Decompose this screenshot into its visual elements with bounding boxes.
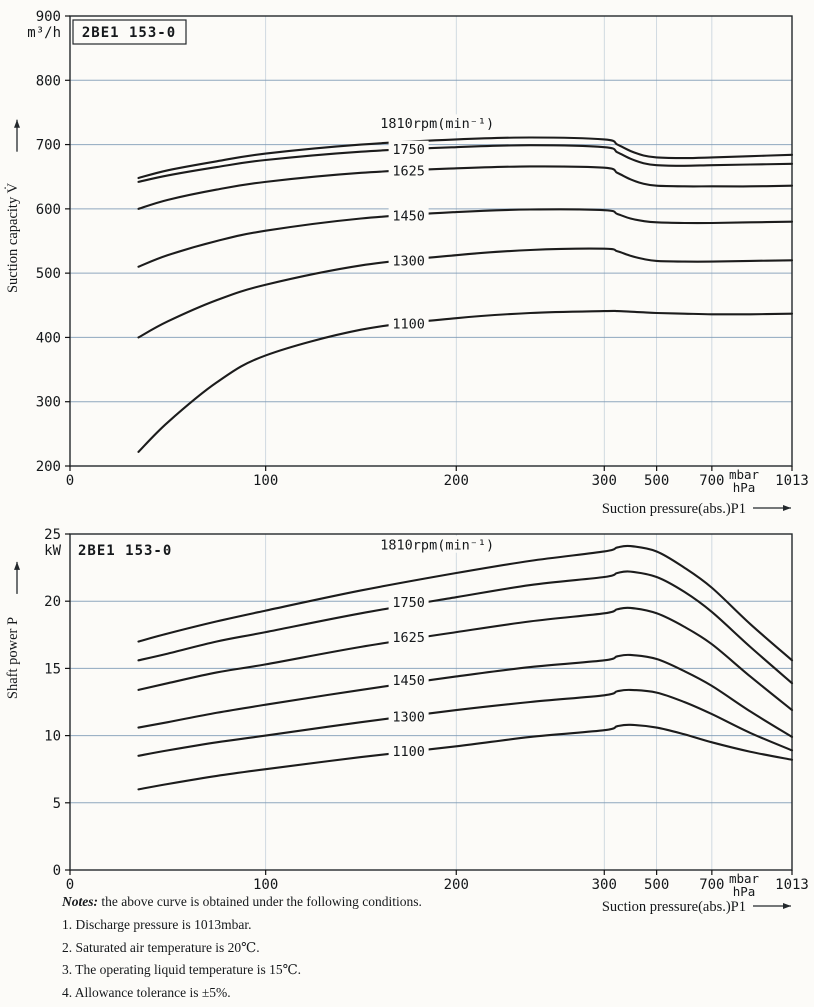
svg-text:20: 20	[44, 594, 61, 610]
svg-text:200: 200	[444, 473, 469, 489]
svg-text:hPa: hPa	[733, 480, 756, 495]
suction-capacity-chart: 0 100 200 300 500 700 1013 200 300 400 500 600 700 80…	[4, 9, 809, 517]
svg-text:1013: 1013	[775, 473, 809, 489]
svg-text:1750: 1750	[392, 595, 425, 611]
svg-text:300: 300	[592, 473, 617, 489]
svg-text:100: 100	[253, 473, 278, 489]
notes-label: Notes:	[62, 894, 98, 909]
svg-text:1100: 1100	[392, 744, 425, 760]
note-line-3: 3. The operating liquid temperature is 1…	[62, 962, 302, 978]
svg-text:1013: 1013	[775, 877, 809, 893]
notes-intro-text: the above curve is obtained under the fo…	[98, 894, 422, 909]
svg-text:700: 700	[36, 138, 61, 154]
svg-text:700: 700	[699, 473, 724, 489]
svg-text:2BE1 153-0: 2BE1 153-0	[82, 25, 176, 41]
svg-text:5: 5	[53, 796, 61, 812]
svg-text:700: 700	[699, 877, 724, 893]
svg-text:0: 0	[66, 473, 74, 489]
svg-text:25: 25	[44, 527, 61, 543]
note-line-4: 4. Allowance tolerance is ±5%.	[62, 985, 231, 1001]
svg-text:kW: kW	[44, 543, 61, 559]
svg-text:Suction capacity V̇: Suction capacity V̇	[4, 182, 21, 293]
svg-text:0: 0	[66, 877, 74, 893]
svg-text:400: 400	[36, 330, 61, 346]
note-line-1: 1. Discharge pressure is 1013mbar.	[62, 916, 252, 932]
svg-text:Shaft power P: Shaft power P	[5, 617, 21, 699]
svg-text:0: 0	[53, 863, 61, 879]
notes: Notes: the above curve is obtained under…	[62, 893, 622, 1007]
svg-text:1300: 1300	[392, 709, 425, 725]
svg-text:200: 200	[444, 877, 469, 893]
svg-text:mbar: mbar	[729, 871, 760, 886]
svg-text:600: 600	[36, 202, 61, 218]
svg-text:1100: 1100	[392, 316, 425, 332]
notes-intro: Notes: the above curve is obtained under…	[62, 893, 622, 911]
svg-text:mbar: mbar	[729, 467, 760, 482]
svg-text:1625: 1625	[392, 630, 425, 646]
svg-text:m³/h: m³/h	[27, 25, 61, 41]
svg-text:300: 300	[592, 877, 617, 893]
svg-text:800: 800	[36, 73, 61, 89]
svg-text:10: 10	[44, 729, 61, 745]
note-line-2: 2. Saturated air temperature is 20℃.	[62, 939, 260, 955]
svg-text:2BE1 153-0: 2BE1 153-0	[78, 543, 172, 559]
svg-text:900: 900	[36, 9, 61, 25]
svg-text:1300: 1300	[392, 253, 425, 269]
svg-text:500: 500	[644, 473, 669, 489]
svg-text:1750: 1750	[392, 142, 425, 158]
svg-text:1450: 1450	[392, 673, 425, 689]
svg-text:100: 100	[253, 877, 278, 893]
svg-text:hPa: hPa	[733, 884, 756, 899]
svg-text:1810rpm(min⁻¹): 1810rpm(min⁻¹)	[380, 116, 494, 132]
svg-text:15: 15	[44, 661, 61, 677]
svg-text:300: 300	[36, 395, 61, 411]
svg-text:1625: 1625	[392, 163, 425, 179]
svg-text:1810rpm(min⁻¹): 1810rpm(min⁻¹)	[380, 537, 494, 553]
svg-text:Suction pressure(abs.)P1: Suction pressure(abs.)P1	[602, 501, 746, 517]
svg-text:Suction pressure(abs.)P1: Suction pressure(abs.)P1	[602, 899, 746, 915]
svg-text:500: 500	[36, 266, 61, 282]
svg-text:200: 200	[36, 459, 61, 475]
svg-text:500: 500	[644, 877, 669, 893]
svg-text:1450: 1450	[392, 208, 425, 224]
